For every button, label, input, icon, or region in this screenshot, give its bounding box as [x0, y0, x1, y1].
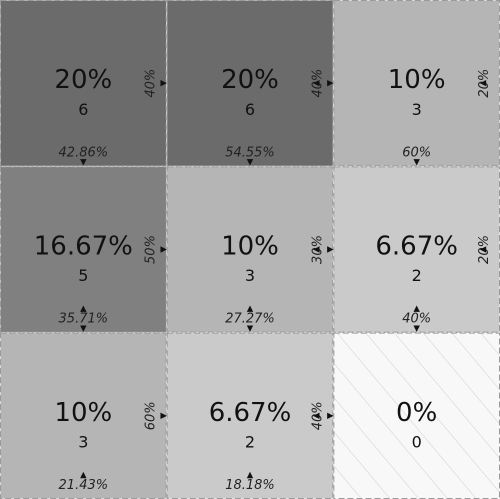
down-arrow-icon [413, 159, 420, 166]
column-percent-label: 42.86% [59, 145, 109, 160]
matrix-cell [166, 332, 334, 499]
row-percent-label: 60% [144, 401, 159, 430]
cell-count-label: 3 [245, 266, 255, 285]
down-arrow-icon [246, 325, 254, 332]
cell-percent-label: 10% [388, 65, 446, 95]
left-arrow-icon [313, 412, 320, 420]
cell-count-label: 2 [245, 432, 255, 451]
left-arrow-icon [313, 246, 320, 253]
column-percent-label: 27.27% [225, 312, 275, 327]
left-arrow-icon [479, 246, 487, 253]
cell-percent-label: 20% [54, 65, 112, 95]
column-percent-label: 21.43% [59, 478, 109, 493]
matrix-cell [0, 0, 167, 167]
column-percent-label: 54.55% [225, 145, 275, 160]
row-percent-label: 50% [144, 235, 159, 264]
matrix-cell [333, 0, 500, 167]
matrix-cell [0, 166, 167, 333]
down-arrow-icon [80, 325, 87, 332]
cell-percent-label: 10% [54, 398, 112, 428]
cell-percent-label: 6.67% [209, 398, 292, 428]
right-arrow-icon [160, 79, 167, 87]
down-arrow-icon [80, 159, 87, 166]
right-arrow-icon [160, 412, 167, 420]
right-arrow-icon [327, 79, 334, 87]
column-percent-label: 40% [402, 312, 431, 327]
left-arrow-icon [313, 79, 320, 87]
up-arrow-icon [246, 471, 254, 479]
left-arrow-icon [479, 79, 487, 87]
cell-count-label: 6 [245, 100, 255, 119]
up-arrow-icon [80, 305, 87, 312]
cell-percent-label: 20% [221, 65, 279, 95]
cell-count-label: 0 [412, 432, 422, 451]
cell-count-label: 3 [78, 432, 88, 451]
up-arrow-icon [80, 471, 87, 479]
matrix-cell [333, 166, 500, 333]
matrix-cell [166, 166, 334, 333]
cell-count-label: 3 [412, 100, 422, 119]
down-arrow-icon [413, 325, 420, 332]
matrix-cell [0, 332, 167, 499]
column-percent-label: 60% [402, 145, 431, 160]
cell-percent-label: 16.67% [34, 231, 133, 261]
column-percent-label: 18.18% [225, 478, 275, 493]
matrix-cell [333, 332, 500, 499]
right-arrow-icon [327, 412, 334, 420]
column-percent-label: 35.71% [59, 312, 109, 327]
row-percent-label: 40% [144, 69, 159, 98]
up-arrow-icon [246, 305, 254, 312]
down-arrow-icon [246, 159, 254, 166]
cell-percent-label: 10% [221, 231, 279, 261]
cell-count-label: 6 [78, 100, 88, 119]
matrix-cell [166, 0, 334, 167]
up-arrow-icon [413, 305, 420, 312]
cell-percent-label: 6.67% [375, 231, 458, 261]
cell-count-label: 2 [412, 266, 422, 285]
right-arrow-icon [327, 246, 334, 253]
cell-percent-label: 0% [396, 398, 437, 428]
cell-count-label: 5 [78, 266, 88, 285]
right-arrow-icon [160, 246, 167, 253]
